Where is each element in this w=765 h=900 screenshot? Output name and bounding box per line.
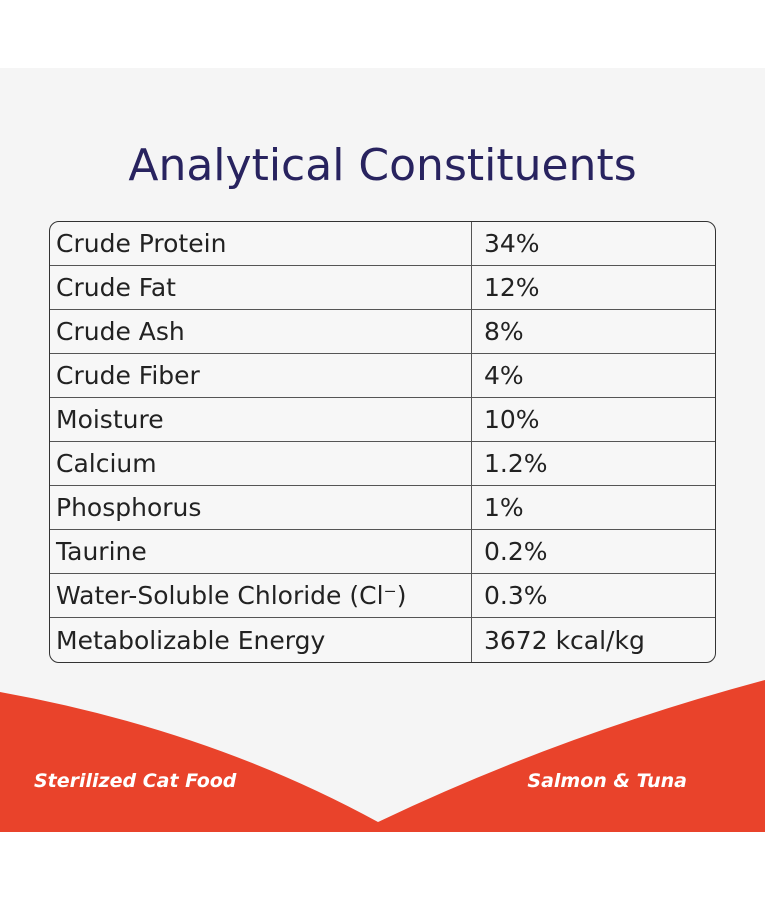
constituent-value: 1% [472,486,715,530]
table-row: Phosphorus 1% [50,486,715,530]
constituent-value: 1.2% [472,442,715,486]
constituents-table: Crude Protein 34% Crude Fat 12% Crude Ash 8% C… [49,221,716,663]
table-row: Crude Protein 34% [50,222,715,266]
footer-right: Salmon & Tuna [527,770,687,792]
constituent-name: Crude Protein [50,222,472,266]
footer-left: Sterilized Cat Food [34,770,237,792]
constituent-value: 10% [472,398,715,442]
constituent-name: Crude Fat [50,266,472,310]
title: Analytical Constituents [128,140,637,191]
table-row: Crude Fat 12% [50,266,715,310]
constituent-value: 0.3% [472,574,715,618]
constituent-name: Phosphorus [50,486,472,530]
constituent-value: 8% [472,310,715,354]
table-row: Moisture 10% [50,398,715,442]
constituent-name: Taurine [50,530,472,574]
constituent-name: Calcium [50,442,472,486]
table-row: Metabolizable Energy 3672 kcal/kg [50,618,715,662]
table-row: Water-Soluble Chloride (Cl⁻) 0.3% [50,574,715,618]
constituent-value: 12% [472,266,715,310]
constituent-name: Moisture [50,398,472,442]
constituent-value: 3672 kcal/kg [484,625,645,655]
constituent-name: Metabolizable Energy [50,618,472,662]
table-row: Crude Ash 8% [50,310,715,354]
table-row: Crude Fiber 4% [50,354,715,398]
table-row: Calcium 1.2% [50,442,715,486]
constituent-value: 4% [472,354,715,398]
constituent-name: Water-Soluble Chloride (Cl⁻) [50,574,472,618]
constituent-value: 0.2% [472,530,715,574]
table-row: Taurine 0.2% [50,530,715,574]
wave-shape [0,680,765,832]
constituent-value: 34% [472,222,715,266]
constituent-name: Crude Fiber [50,354,472,398]
table-body: Crude Protein 34% Crude Fat 12% Crude Ash 8% C… [50,222,715,662]
constituent-name: Crude Ash [50,310,472,354]
